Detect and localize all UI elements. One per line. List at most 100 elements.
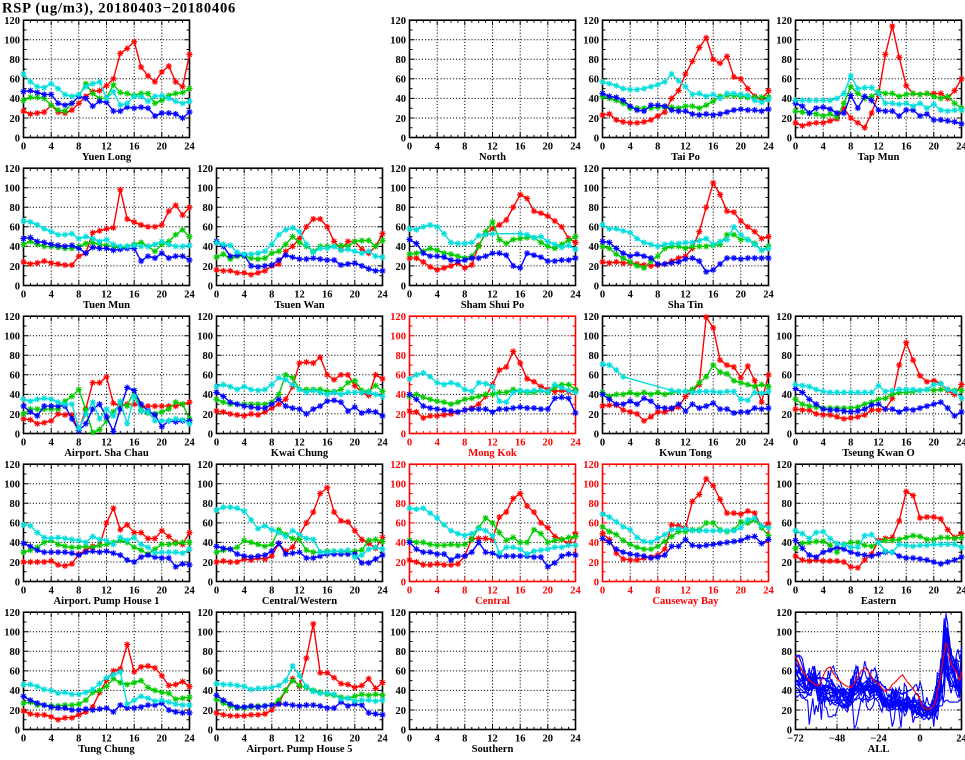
svg-text:0: 0 [21, 733, 26, 744]
svg-text:20: 20 [157, 733, 168, 744]
svg-text:RSP (ug/m3), 20180403−20180406: RSP (ug/m3), 20180403−20180406 [2, 1, 236, 17]
svg-text:0: 0 [594, 577, 599, 588]
svg-text:8: 8 [655, 289, 660, 300]
svg-text:100: 100 [4, 332, 20, 343]
svg-text:80: 80 [396, 203, 407, 214]
svg-text:0: 0 [15, 133, 20, 144]
svg-text:12: 12 [294, 585, 305, 596]
svg-text:20: 20 [157, 141, 168, 152]
svg-text:120: 120 [4, 16, 20, 27]
svg-text:60: 60 [203, 223, 214, 234]
svg-text:20: 20 [589, 410, 600, 421]
svg-text:16: 16 [515, 733, 526, 744]
svg-text:20: 20 [10, 706, 21, 717]
svg-text:16: 16 [515, 289, 526, 300]
svg-text:0: 0 [594, 281, 599, 292]
svg-text:Sham Shui Po: Sham Shui Po [461, 300, 525, 311]
svg-text:0: 0 [594, 133, 599, 144]
svg-text:20: 20 [589, 114, 600, 125]
svg-text:8: 8 [76, 733, 81, 744]
svg-text:24: 24 [956, 733, 965, 744]
svg-text:8: 8 [848, 585, 853, 596]
svg-text:20: 20 [203, 410, 214, 421]
svg-text:−24: −24 [870, 733, 887, 744]
svg-text:Airport. Sha Chau: Airport. Sha Chau [64, 448, 149, 459]
svg-text:80: 80 [10, 499, 21, 510]
svg-text:80: 80 [10, 55, 21, 66]
svg-text:100: 100 [390, 332, 406, 343]
svg-text:12: 12 [294, 733, 305, 744]
svg-text:60: 60 [782, 371, 793, 382]
svg-text:100: 100 [197, 332, 213, 343]
svg-text:60: 60 [10, 75, 21, 86]
svg-text:Tai Po: Tai Po [671, 152, 700, 163]
svg-text:16: 16 [708, 585, 719, 596]
svg-text:20: 20 [203, 558, 214, 569]
svg-text:16: 16 [129, 733, 140, 744]
svg-text:40: 40 [782, 538, 793, 549]
svg-text:80: 80 [589, 499, 600, 510]
svg-text:20: 20 [929, 585, 940, 596]
svg-text:16: 16 [129, 437, 140, 448]
svg-text:40: 40 [203, 390, 214, 401]
svg-text:40: 40 [589, 390, 600, 401]
svg-text:8: 8 [462, 289, 467, 300]
svg-text:12: 12 [487, 733, 498, 744]
svg-text:20: 20 [396, 706, 407, 717]
svg-text:Southern: Southern [472, 744, 514, 755]
svg-text:0: 0 [793, 141, 798, 152]
svg-text:100: 100 [4, 184, 20, 195]
svg-text:80: 80 [203, 351, 214, 362]
svg-text:8: 8 [76, 141, 81, 152]
svg-text:4: 4 [821, 585, 827, 596]
svg-text:100: 100 [583, 36, 599, 47]
svg-text:16: 16 [901, 141, 912, 152]
svg-text:24: 24 [184, 585, 195, 596]
svg-text:4: 4 [242, 437, 248, 448]
svg-text:20: 20 [396, 114, 407, 125]
svg-text:40: 40 [589, 242, 600, 253]
svg-text:8: 8 [269, 437, 274, 448]
svg-text:80: 80 [203, 647, 214, 658]
svg-text:100: 100 [776, 480, 792, 491]
svg-text:0: 0 [787, 577, 792, 588]
svg-text:12: 12 [101, 289, 112, 300]
svg-text:Tung Chung: Tung Chung [78, 744, 135, 755]
svg-text:12: 12 [487, 141, 498, 152]
svg-text:80: 80 [782, 499, 793, 510]
svg-text:120: 120 [4, 460, 20, 471]
svg-text:4: 4 [628, 141, 634, 152]
svg-text:24: 24 [570, 289, 581, 300]
svg-text:20: 20 [736, 585, 747, 596]
svg-text:−72: −72 [787, 733, 803, 744]
svg-text:20: 20 [736, 289, 747, 300]
svg-text:0: 0 [407, 141, 412, 152]
svg-text:12: 12 [680, 289, 691, 300]
svg-text:4: 4 [628, 289, 634, 300]
svg-text:40: 40 [10, 242, 21, 253]
svg-text:0: 0 [208, 725, 213, 736]
svg-text:0: 0 [15, 725, 20, 736]
svg-text:24: 24 [377, 733, 388, 744]
svg-text:24: 24 [763, 585, 774, 596]
svg-text:60: 60 [10, 519, 21, 530]
svg-text:120: 120 [776, 312, 792, 323]
svg-text:4: 4 [435, 289, 441, 300]
svg-text:60: 60 [589, 75, 600, 86]
svg-text:8: 8 [848, 141, 853, 152]
svg-text:0: 0 [917, 733, 922, 744]
svg-text:40: 40 [10, 686, 21, 697]
svg-text:0: 0 [21, 289, 26, 300]
svg-text:20: 20 [157, 289, 168, 300]
svg-text:100: 100 [390, 480, 406, 491]
svg-text:Kwun Tong: Kwun Tong [659, 448, 712, 459]
svg-text:120: 120 [583, 16, 599, 27]
svg-text:100: 100 [776, 332, 792, 343]
svg-text:Sha Tin: Sha Tin [668, 300, 703, 311]
svg-text:24: 24 [377, 437, 388, 448]
svg-text:100: 100 [390, 184, 406, 195]
svg-text:16: 16 [515, 141, 526, 152]
svg-text:Kwai Chung: Kwai Chung [271, 448, 329, 459]
svg-text:40: 40 [203, 686, 214, 697]
svg-text:80: 80 [589, 55, 600, 66]
